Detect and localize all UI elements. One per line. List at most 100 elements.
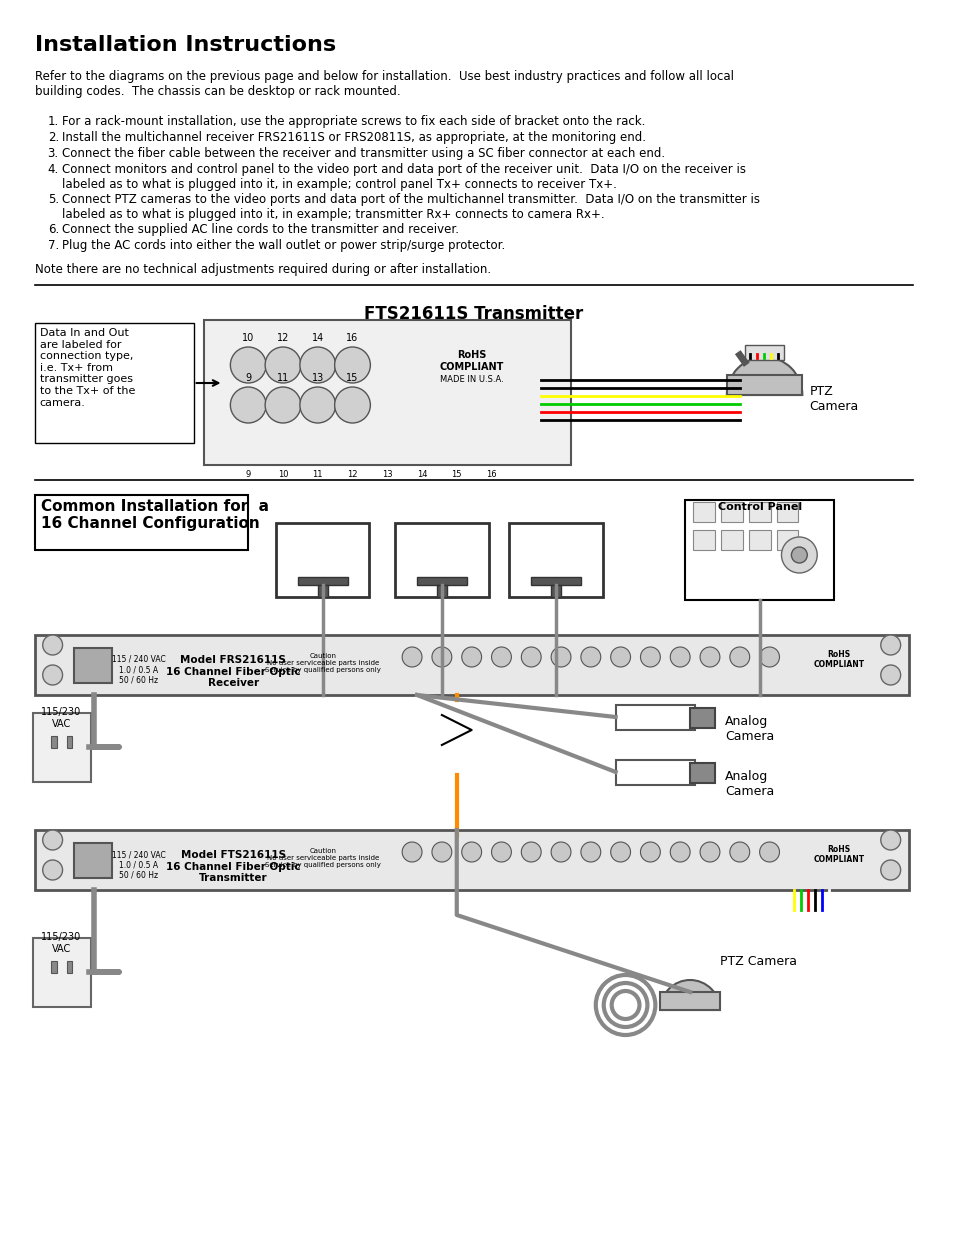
Text: Connect the supplied AC line cords to the transmitter and receiver.: Connect the supplied AC line cords to th… [62,224,458,236]
FancyBboxPatch shape [684,500,833,600]
Bar [74,648,112,683]
Circle shape [670,647,689,667]
Bar [74,844,112,878]
Bar [615,760,695,785]
Bar [659,992,720,1010]
Bar [689,763,714,783]
Text: RoHS
COMPLIANT: RoHS COMPLIANT [813,650,863,669]
Circle shape [880,830,900,850]
Text: Control Panel: Control Panel [717,501,801,513]
Circle shape [580,647,600,667]
Bar [776,501,798,522]
Bar [720,530,742,550]
FancyBboxPatch shape [275,522,369,597]
Text: 13: 13 [381,471,393,479]
Text: 12: 12 [347,471,357,479]
Text: 11: 11 [313,471,323,479]
Circle shape [230,347,266,383]
Text: 15: 15 [346,373,358,383]
Text: RoHS
COMPLIANT: RoHS COMPLIANT [813,845,863,864]
FancyBboxPatch shape [32,713,91,782]
Text: 7.: 7. [48,240,59,252]
Circle shape [432,842,452,862]
Circle shape [729,647,749,667]
Circle shape [759,842,779,862]
Text: Common Installation for  a
16 Channel Configuration: Common Installation for a 16 Channel Con… [41,499,269,531]
Circle shape [610,647,630,667]
Text: Caution
No user serviceable parts inside
Service by qualified persons only: Caution No user serviceable parts inside… [265,653,380,673]
Text: Plug the AC cords into either the wall outlet or power strip/surge protector.: Plug the AC cords into either the wall o… [62,240,504,252]
Circle shape [639,647,659,667]
Bar [51,736,56,748]
Circle shape [402,647,421,667]
Circle shape [520,647,540,667]
Circle shape [299,387,335,424]
Bar [67,736,72,748]
Text: 115 / 240 VAC
1.0 / 0.5 A
50 / 60 Hz: 115 / 240 VAC 1.0 / 0.5 A 50 / 60 Hz [112,850,166,879]
Bar [748,501,770,522]
Circle shape [461,647,481,667]
Text: Connect PTZ cameras to the video ports and data port of the multichannel transmi: Connect PTZ cameras to the video ports a… [62,193,759,221]
Text: 14: 14 [312,333,323,343]
Bar [416,577,466,585]
Bar [551,585,560,597]
Text: PTZ Camera: PTZ Camera [720,955,796,968]
Text: Note there are no technical adjustments required during or after installation.: Note there are no technical adjustments … [34,263,491,275]
Text: 115/230
VAC: 115/230 VAC [41,932,82,953]
Circle shape [759,647,779,667]
Text: 10: 10 [277,471,288,479]
Text: 12: 12 [276,333,289,343]
FancyBboxPatch shape [34,635,907,695]
Bar [748,530,770,550]
Circle shape [791,547,806,563]
Text: Installation Instructions: Installation Instructions [34,35,335,56]
Text: 9: 9 [245,373,251,383]
Wedge shape [726,357,801,395]
Text: 15: 15 [451,471,461,479]
Text: 16: 16 [346,333,358,343]
Text: 1.: 1. [48,115,59,128]
Circle shape [880,664,900,685]
Circle shape [461,842,481,862]
Circle shape [265,347,300,383]
Text: 3.: 3. [48,147,59,161]
Text: Connect monitors and control panel to the video port and data port of the receiv: Connect monitors and control panel to th… [62,163,745,191]
Text: 115 / 240 VAC
1.0 / 0.5 A
50 / 60 Hz: 115 / 240 VAC 1.0 / 0.5 A 50 / 60 Hz [112,655,166,684]
Text: Connect the fiber cable between the receiver and transmitter using a SC fiber co: Connect the fiber cable between the rece… [62,147,664,161]
Circle shape [670,842,689,862]
Circle shape [700,647,720,667]
Circle shape [43,830,63,850]
FancyBboxPatch shape [32,939,91,1007]
Text: 115/230
VAC: 115/230 VAC [41,706,82,729]
Circle shape [520,842,540,862]
Circle shape [580,842,600,862]
Bar [67,961,72,973]
Bar [776,530,798,550]
Text: 14: 14 [416,471,427,479]
Bar [317,585,327,597]
FancyBboxPatch shape [509,522,602,597]
Circle shape [265,387,300,424]
Bar [51,961,56,973]
Bar [297,577,347,585]
Bar [436,585,446,597]
Circle shape [230,387,266,424]
Text: 16: 16 [486,471,497,479]
Bar [693,530,714,550]
Text: Analog
Camera: Analog Camera [724,715,773,743]
Circle shape [299,347,335,383]
Circle shape [700,842,720,862]
Bar [689,708,714,727]
Circle shape [491,842,511,862]
Text: 11: 11 [276,373,289,383]
Circle shape [402,842,421,862]
Circle shape [639,842,659,862]
Circle shape [729,842,749,862]
Text: Refer to the diagrams on the previous page and below for installation.  Use best: Refer to the diagrams on the previous pa… [34,70,733,98]
Text: 2.: 2. [48,131,59,144]
Text: 10: 10 [242,333,254,343]
Circle shape [551,647,570,667]
Text: 9: 9 [245,471,251,479]
Circle shape [880,635,900,655]
Text: FTS21611S Transmitter: FTS21611S Transmitter [364,305,582,324]
